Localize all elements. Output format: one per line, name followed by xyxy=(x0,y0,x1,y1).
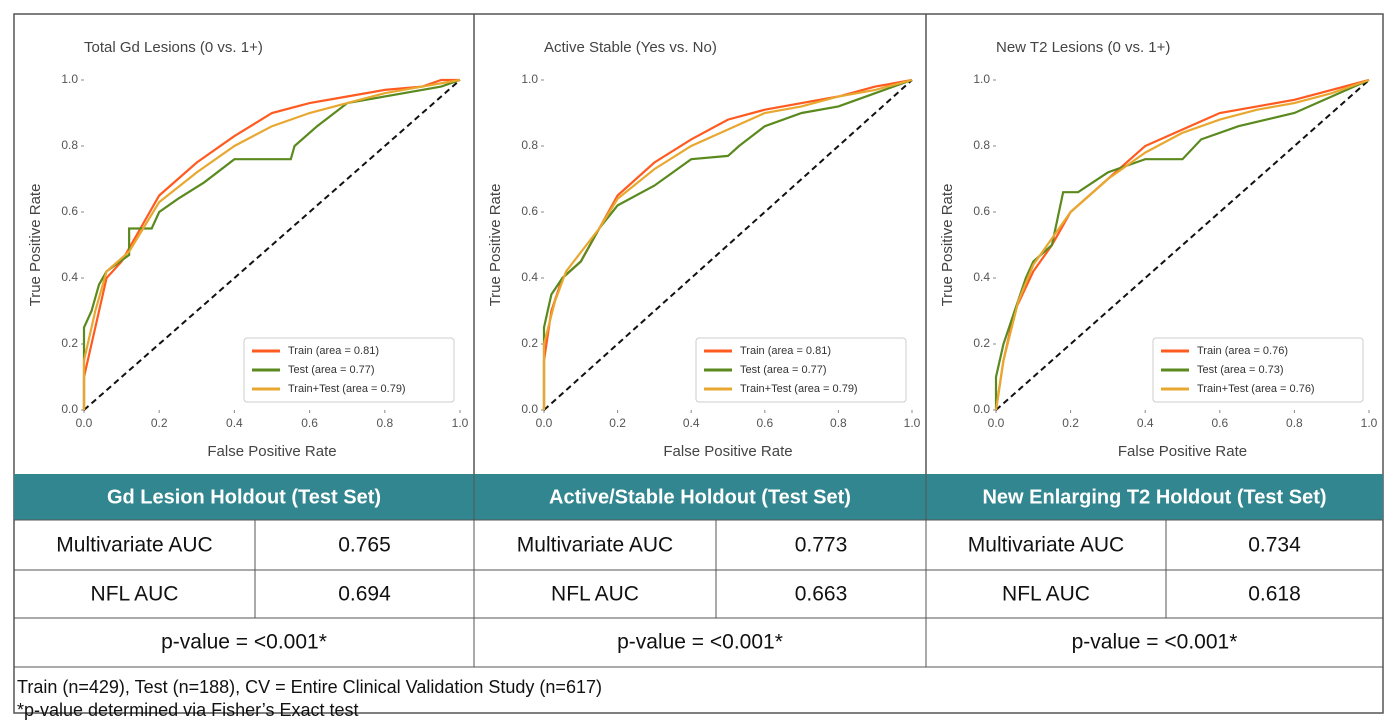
roc-curve xyxy=(82,78,460,410)
y-tick-label: 0.6 xyxy=(521,204,538,218)
x-tick-label: 0.2 xyxy=(151,416,168,430)
y-tick-label: 1.0 xyxy=(973,72,990,86)
y-axis-label: True Positive Rate xyxy=(939,184,956,307)
y-tick-label: 0.4 xyxy=(521,270,538,284)
legend-label: Train (area = 0.76) xyxy=(1197,345,1288,357)
x-tick-label: 1.0 xyxy=(904,416,921,430)
x-tick-label: 0.6 xyxy=(301,416,318,430)
legend-label: Train (area = 0.81) xyxy=(740,345,831,357)
roc-curve xyxy=(994,78,1370,411)
x-tick-label: 0.4 xyxy=(1137,416,1154,430)
legend-box xyxy=(1152,337,1364,403)
x-tick-label: 0.6 xyxy=(756,416,773,430)
p-value: p-value = <0.001* xyxy=(1072,631,1238,654)
legend-label: Train+Test (area = 0.76) xyxy=(1197,383,1315,395)
table-cell: 0.618 xyxy=(1248,583,1301,606)
y-tick-label: 0.0 xyxy=(521,402,538,416)
chance-line xyxy=(543,79,913,411)
p-value: p-value = <0.001* xyxy=(161,631,327,654)
legend-label: Test (area = 0.73) xyxy=(1197,364,1284,376)
table-cell: 0.734 xyxy=(1248,534,1301,557)
y-tick-label: 0.6 xyxy=(973,204,990,218)
chart-title: Active Stable (Yes vs. No) xyxy=(544,39,717,56)
table-header: New Enlarging T2 Holdout (Test Set) xyxy=(982,486,1326,508)
table-cell: Multivariate AUC xyxy=(968,534,1124,557)
chart-title: New T2 Lesions (0 vs. 1+) xyxy=(996,39,1170,56)
y-tick-label: 1.0 xyxy=(61,72,78,86)
legend-label: Train (area = 0.81) xyxy=(288,345,379,357)
p-value: p-value = <0.001* xyxy=(617,631,783,654)
table-header: Gd Lesion Holdout (Test Set) xyxy=(107,486,381,508)
x-axis-label: False Positive Rate xyxy=(207,443,336,460)
y-tick-label: 0.8 xyxy=(61,138,78,152)
table-header: Active/Stable Holdout (Test Set) xyxy=(549,486,851,508)
chart-title: Total Gd Lesions (0 vs. 1+) xyxy=(84,39,263,56)
table-grid xyxy=(14,474,1383,668)
x-tick-label: 0.8 xyxy=(1286,416,1303,430)
y-axis-label: True Positive Rate xyxy=(487,184,504,307)
x-tick-label: 0.2 xyxy=(609,416,626,430)
roc-curve xyxy=(542,78,913,410)
legend-box xyxy=(695,337,907,403)
y-tick-label: 0.0 xyxy=(973,402,990,416)
x-tick-label: 0.8 xyxy=(830,416,847,430)
legend-label: Test (area = 0.77) xyxy=(288,364,375,376)
table-cell: Multivariate AUC xyxy=(56,534,212,557)
legend-label: Train+Test (area = 0.79) xyxy=(288,383,406,395)
table-cell: NFL AUC xyxy=(1002,583,1090,606)
y-tick-label: 0.0 xyxy=(61,402,78,416)
footnote: Train (n=429), Test (n=188), CV = Entire… xyxy=(17,677,602,697)
outer-border xyxy=(13,13,1384,714)
x-tick-label: 0.0 xyxy=(536,416,553,430)
table-cell: NFL AUC xyxy=(91,583,179,606)
y-tick-label: 0.2 xyxy=(61,336,78,350)
x-axis-label: False Positive Rate xyxy=(663,443,792,460)
x-tick-label: 0.4 xyxy=(226,416,243,430)
table-header-bg xyxy=(14,474,1383,520)
y-tick-label: 0.8 xyxy=(521,138,538,152)
y-tick-label: 1.0 xyxy=(521,72,538,86)
y-tick-label: 0.4 xyxy=(61,270,78,284)
x-tick-label: 0.6 xyxy=(1211,416,1228,430)
table-cell: 0.765 xyxy=(338,534,391,557)
x-axis-label: False Positive Rate xyxy=(1118,443,1247,460)
y-tick-label: 0.8 xyxy=(973,138,990,152)
y-tick-label: 0.2 xyxy=(973,336,990,350)
table-cell: 0.773 xyxy=(795,534,848,557)
y-tick-label: 0.2 xyxy=(521,336,538,350)
y-axis-label: True Positive Rate xyxy=(27,184,44,307)
x-tick-label: 0.0 xyxy=(988,416,1005,430)
x-tick-label: 1.0 xyxy=(452,416,469,430)
x-tick-label: 0.4 xyxy=(683,416,700,430)
table-cell: 0.663 xyxy=(795,583,848,606)
y-tick-label: 0.6 xyxy=(61,204,78,218)
chance-line xyxy=(995,79,1370,411)
y-tick-label: 0.4 xyxy=(973,270,990,284)
x-tick-label: 0.2 xyxy=(1062,416,1079,430)
table-cell: Multivariate AUC xyxy=(517,534,673,557)
roc-curve xyxy=(994,78,1370,410)
chance-line xyxy=(83,79,461,411)
legend-label: Train+Test (area = 0.79) xyxy=(740,383,858,395)
x-tick-label: 0.8 xyxy=(376,416,393,430)
x-tick-label: 1.0 xyxy=(1361,416,1378,430)
x-tick-label: 0.0 xyxy=(76,416,93,430)
legend-label: Test (area = 0.77) xyxy=(740,364,827,376)
footnote: *p-value determined via Fisher’s Exact t… xyxy=(17,700,359,720)
table-cell: NFL AUC xyxy=(551,583,639,606)
roc-curve xyxy=(82,78,461,410)
roc-curve xyxy=(542,78,913,410)
table-cell: 0.694 xyxy=(338,583,391,606)
legend-box xyxy=(243,337,455,403)
